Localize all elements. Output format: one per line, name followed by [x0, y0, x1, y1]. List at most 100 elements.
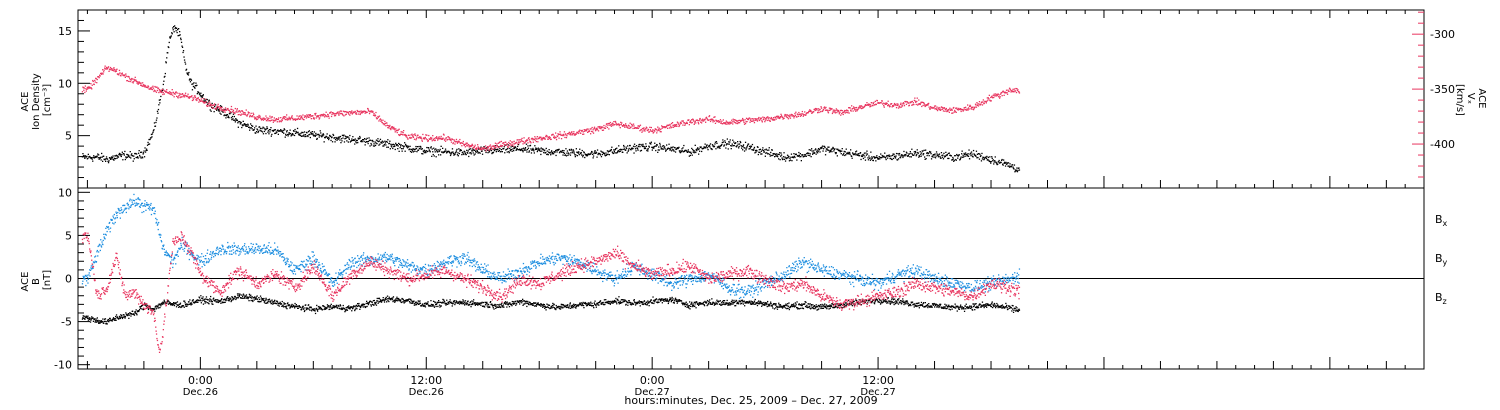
bx-point [137, 310, 139, 312]
velocity-point [260, 118, 262, 120]
density-point [539, 148, 541, 150]
density-point [435, 156, 437, 158]
density-point [241, 124, 243, 126]
velocity-point [903, 105, 906, 107]
density-point [318, 133, 320, 136]
velocity-point [536, 136, 538, 138]
velocity-point [581, 129, 583, 132]
velocity-point [230, 108, 232, 110]
velocity-point [197, 98, 199, 100]
density-point [406, 147, 409, 149]
bx-point [328, 308, 330, 311]
density-point [142, 157, 144, 159]
bx-point [208, 303, 210, 305]
density-point [561, 149, 564, 152]
density-point [493, 148, 495, 150]
density-point [341, 134, 344, 136]
density-point [709, 146, 711, 148]
bx-point [553, 307, 556, 309]
density-point [718, 145, 720, 147]
bx-point [160, 305, 162, 307]
bx-point [462, 303, 464, 305]
density-point [532, 149, 534, 151]
bx-point [455, 302, 457, 304]
density-point [322, 133, 324, 135]
velocity-point [220, 109, 223, 111]
density-point [384, 140, 386, 142]
density-point [1009, 163, 1011, 165]
velocity-point [873, 101, 875, 104]
velocity-point [694, 122, 696, 124]
density-point [651, 146, 653, 148]
density-point [457, 155, 459, 157]
velocity-point [526, 139, 528, 141]
velocity-point [786, 116, 789, 119]
bx-point [217, 301, 219, 304]
velocity-point [571, 134, 573, 136]
velocity-point [210, 105, 212, 107]
density-point [533, 150, 535, 152]
velocity-point [824, 107, 826, 109]
density-point [763, 151, 765, 153]
velocity-point [355, 112, 357, 114]
velocity-point [860, 107, 863, 110]
bx-point [495, 304, 497, 306]
density-point [764, 149, 766, 151]
density-point [249, 127, 251, 129]
velocity-point [948, 111, 950, 113]
density-point [943, 156, 946, 158]
bx-point [121, 314, 123, 317]
density-point [692, 151, 694, 153]
velocity-point [410, 137, 413, 139]
velocity-point [991, 95, 993, 97]
bx-point [234, 296, 236, 298]
density-point [426, 146, 428, 149]
density-point [522, 147, 525, 149]
density-point [897, 158, 900, 160]
density-point [885, 158, 887, 161]
density-point [729, 139, 731, 141]
bx-point [323, 308, 325, 311]
density-point [646, 149, 648, 152]
bx-point [349, 307, 352, 309]
velocity-point [618, 123, 620, 125]
density-point [303, 131, 306, 133]
velocity-point [169, 91, 171, 93]
velocity-point [555, 137, 557, 139]
density-point [621, 149, 623, 151]
bx-point [247, 298, 249, 300]
density-point [989, 156, 991, 158]
velocity-point [192, 97, 194, 99]
velocity-point [731, 119, 733, 121]
bx-point [241, 297, 243, 299]
density-point [931, 156, 934, 158]
density-point [538, 148, 540, 151]
velocity-point [494, 147, 496, 149]
density-point [593, 152, 595, 155]
density-point [429, 150, 431, 152]
density-point [437, 149, 439, 151]
bx-point [506, 301, 508, 303]
bx-point [310, 306, 312, 309]
velocity-point [387, 127, 389, 129]
density-point [905, 154, 907, 156]
velocity-point [951, 109, 953, 111]
velocity-point [541, 137, 543, 139]
velocity-point [146, 87, 149, 89]
density-point [174, 25, 176, 27]
bx-point [92, 320, 95, 322]
density-point [915, 151, 917, 153]
bx-point [484, 301, 486, 303]
bx-point [372, 300, 375, 302]
velocity-point [279, 120, 281, 122]
velocity-point [688, 124, 690, 126]
density-point [894, 156, 896, 158]
density-point [960, 156, 962, 158]
velocity-point [427, 140, 429, 142]
density-point [428, 147, 430, 149]
velocity-point [964, 107, 966, 109]
density-point [877, 158, 879, 160]
velocity-point [559, 133, 562, 135]
density-point [523, 149, 526, 151]
density-point [592, 155, 595, 157]
